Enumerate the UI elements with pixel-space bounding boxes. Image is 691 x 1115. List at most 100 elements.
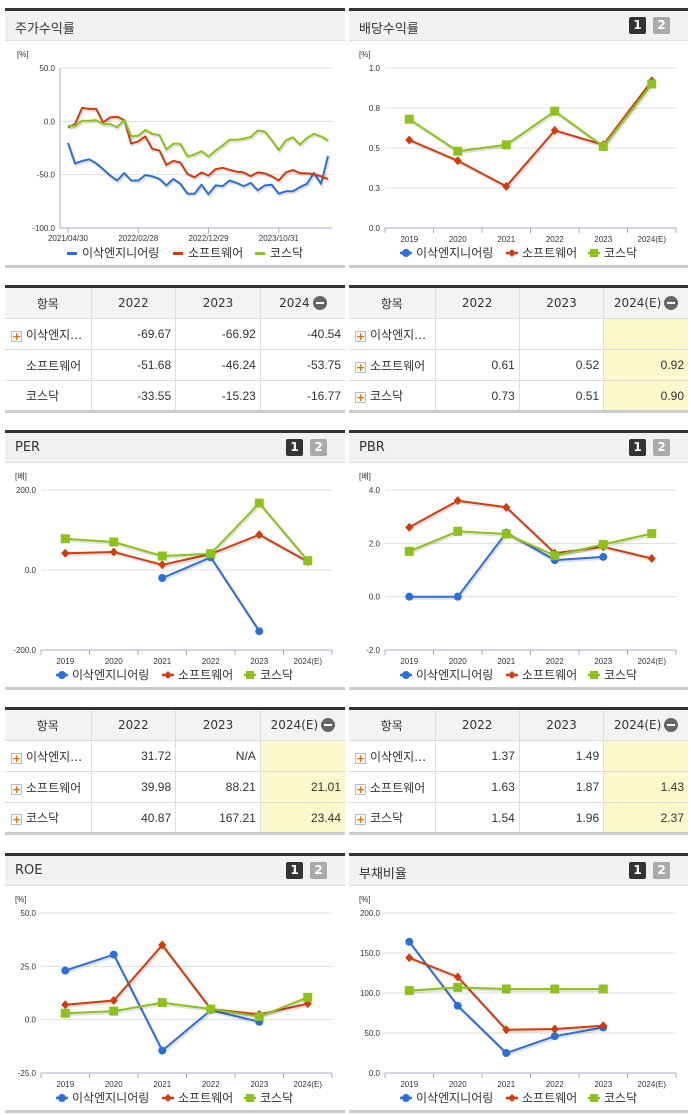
view-1-button[interactable]: 1	[629, 17, 646, 34]
company-point[interactable]	[158, 1046, 167, 1055]
legend-item-kosdaq[interactable]: 코스닥	[255, 246, 303, 260]
company-point[interactable]	[453, 1001, 462, 1010]
collapse-icon[interactable]	[664, 296, 679, 310]
expand-plus-icon[interactable]: +	[355, 391, 366, 404]
sector-point[interactable]	[255, 530, 264, 540]
kosdaq-point[interactable]	[157, 998, 167, 1008]
kosdaq-point[interactable]	[60, 1008, 70, 1018]
collapse-icon[interactable]	[321, 718, 336, 732]
kosdaq-point[interactable]	[501, 140, 511, 150]
sector-point[interactable]	[647, 554, 656, 564]
kosdaq-point[interactable]	[109, 1006, 119, 1016]
sector-point[interactable]	[405, 953, 414, 963]
legend-item-kosdaq[interactable]: 코스닥	[588, 1091, 637, 1105]
view-2-button[interactable]: 2	[310, 862, 327, 879]
kosdaq-point[interactable]	[157, 551, 167, 561]
sector-point[interactable]	[158, 560, 167, 570]
legend-item-sector[interactable]: 소프트웨어	[506, 1091, 577, 1105]
view-2-button[interactable]: 2	[653, 439, 670, 456]
kosdaq-point[interactable]	[404, 114, 414, 124]
expand-plus-icon[interactable]: +	[11, 782, 22, 796]
legend-item-kosdaq[interactable]: 코스닥	[588, 246, 637, 260]
company-point[interactable]	[502, 1049, 511, 1057]
kosdaq-point[interactable]	[60, 534, 70, 544]
company-point[interactable]	[255, 627, 264, 636]
kosdaq-point[interactable]	[303, 556, 313, 566]
sector-point[interactable]	[453, 972, 462, 982]
legend-item-kosdaq[interactable]: 코스닥	[244, 668, 293, 682]
kosdaq-point[interactable]	[109, 537, 119, 547]
view-1-button[interactable]: 1	[286, 439, 303, 456]
kosdaq-point[interactable]	[303, 992, 313, 1002]
view-1-button[interactable]: 1	[629, 862, 646, 879]
kosdaq-point[interactable]	[598, 539, 608, 549]
legend-item-sector[interactable]: 소프트웨어	[162, 668, 233, 682]
view-2-button[interactable]: 2	[310, 439, 327, 456]
kosdaq-point[interactable]	[453, 982, 463, 992]
sector-point[interactable]	[405, 135, 414, 145]
kosdaq-point[interactable]	[501, 529, 511, 539]
collapse-icon[interactable]	[312, 296, 327, 310]
sector-point[interactable]	[502, 502, 511, 512]
sector-point[interactable]	[158, 940, 167, 950]
sector-point[interactable]	[502, 1025, 511, 1035]
kosdaq-point[interactable]	[550, 106, 560, 116]
kosdaq-point[interactable]	[598, 141, 608, 151]
expand-plus-icon[interactable]: +	[355, 782, 366, 796]
expand-plus-icon[interactable]: +	[355, 751, 366, 765]
legend-item-company[interactable]: 이삭엔지니어링	[56, 668, 149, 682]
sector-point[interactable]	[405, 522, 414, 532]
legend-item-kosdaq[interactable]: 코스닥	[588, 668, 637, 682]
kosdaq-point[interactable]	[647, 528, 657, 538]
legend-item-kosdaq[interactable]: 코스닥	[244, 1091, 293, 1105]
view-2-button[interactable]: 2	[653, 17, 670, 34]
expand-plus-icon[interactable]: +	[355, 360, 366, 374]
kosdaq-point[interactable]	[254, 1011, 264, 1021]
legend-item-company[interactable]: 이삭엔지니어링	[67, 246, 159, 260]
kosdaq-point[interactable]	[404, 986, 414, 996]
kosdaq-point[interactable]	[453, 146, 463, 156]
legend-item-sector[interactable]: 소프트웨어	[506, 246, 577, 260]
company-point[interactable]	[158, 574, 167, 582]
legend-item-sector[interactable]: 소프트웨어	[162, 1091, 233, 1105]
expand-plus-icon[interactable]: +	[11, 751, 22, 765]
legend-item-company[interactable]: 이삭엔지니어링	[400, 1091, 493, 1105]
view-2-button[interactable]: 2	[653, 862, 670, 879]
legend-item-sector[interactable]: 소프트웨어	[506, 668, 577, 682]
kosdaq-point[interactable]	[550, 984, 560, 994]
legend-item-company[interactable]: 이삭엔지니어링	[400, 668, 493, 682]
collapse-icon[interactable]	[664, 718, 679, 732]
kosdaq-point[interactable]	[550, 551, 560, 561]
sector-point[interactable]	[61, 548, 70, 558]
sector-point[interactable]	[550, 1024, 559, 1034]
kosdaq-point[interactable]	[453, 526, 463, 536]
legend-item-company[interactable]: 이삭엔지니어링	[56, 1091, 149, 1105]
sector-point[interactable]	[453, 156, 462, 166]
expand-plus-icon[interactable]: +	[11, 329, 22, 343]
sector-point[interactable]	[453, 496, 462, 506]
kosdaq-point[interactable]	[206, 549, 216, 559]
company-point[interactable]	[61, 966, 70, 975]
sector-point[interactable]	[502, 181, 511, 191]
view-1-button[interactable]: 1	[286, 862, 303, 879]
kosdaq-point[interactable]	[598, 984, 608, 994]
kosdaq-point[interactable]	[404, 546, 414, 556]
company-point[interactable]	[453, 592, 462, 601]
company-point[interactable]	[405, 937, 414, 946]
kosdaq-point[interactable]	[206, 1004, 216, 1014]
company-point[interactable]	[599, 552, 608, 561]
company-point[interactable]	[550, 1032, 559, 1041]
sector-point[interactable]	[109, 995, 118, 1005]
expand-plus-icon[interactable]: +	[355, 813, 366, 826]
kosdaq-point[interactable]	[647, 79, 657, 89]
sector-point[interactable]	[109, 547, 118, 557]
view-1-button[interactable]: 1	[629, 439, 646, 456]
kosdaq-point[interactable]	[254, 498, 264, 508]
expand-plus-icon[interactable]: +	[11, 813, 22, 826]
legend-item-company[interactable]: 이삭엔지니어링	[400, 246, 493, 260]
company-point[interactable]	[109, 950, 118, 959]
sector-point[interactable]	[61, 1000, 70, 1010]
company-point[interactable]	[405, 592, 414, 601]
kosdaq-point[interactable]	[501, 984, 511, 994]
legend-item-sector[interactable]: 소프트웨어	[173, 246, 243, 260]
